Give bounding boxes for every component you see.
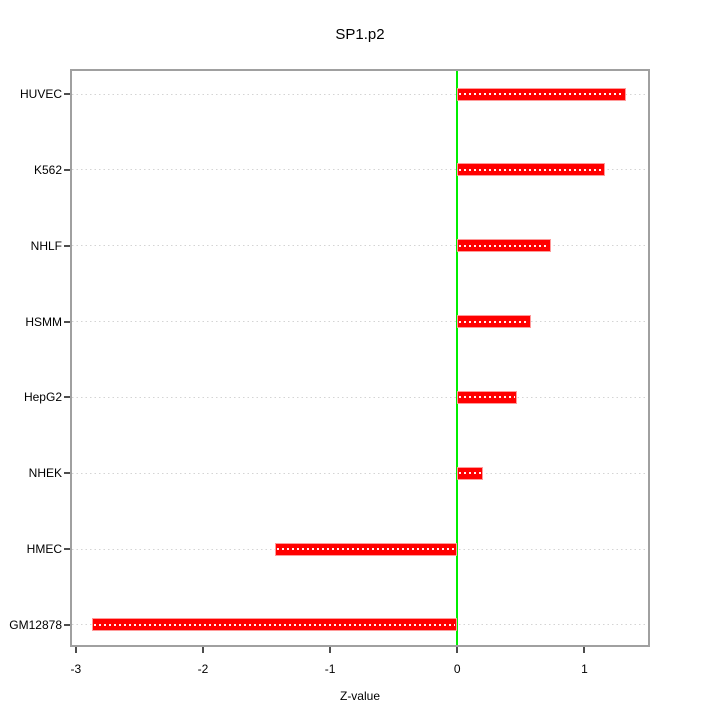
bar-hsmm: [457, 315, 531, 329]
zero-reference-line: [456, 71, 459, 645]
bar-dotted-pattern: [459, 320, 529, 323]
y-tick-label-nhek: NHEK: [28, 466, 62, 481]
y-tick-label-hmec: HMEC: [26, 542, 62, 557]
bar-dotted-pattern: [94, 623, 456, 626]
plot-panel: [70, 69, 650, 647]
bar-nhlf: [457, 239, 552, 253]
y-tick-label-k562: K562: [33, 162, 62, 177]
y-tick-nhek: [64, 472, 70, 475]
x-tick-label-0: 0: [453, 662, 461, 676]
y-tick-hepg2: [64, 396, 70, 399]
y-tick-label-huvec: HUVEC: [19, 87, 62, 101]
y-tick-k562: [64, 168, 70, 171]
y-tick-label-nhlf: NHLF: [30, 238, 62, 253]
y-tick-label-gm12878: GM12878: [9, 617, 62, 632]
bar-dotted-pattern: [277, 548, 456, 551]
x-tick--3: [74, 647, 77, 653]
x-tick-label--2: -2: [197, 662, 209, 676]
y-tick-label-hepg2: HepG2: [23, 390, 62, 405]
x-tick-0: [456, 647, 459, 653]
y-tick-hmec: [64, 548, 70, 551]
bar-k562: [457, 163, 605, 177]
gridline-nhlf: [72, 245, 648, 247]
bar-dotted-pattern: [459, 472, 481, 475]
x-tick-label--3: -3: [70, 662, 82, 676]
y-tick-hsmm: [64, 320, 70, 323]
y-tick-label-hsmm: HSMM: [25, 314, 62, 329]
bar-dotted-pattern: [459, 396, 516, 399]
bar-dotted-pattern: [459, 93, 625, 95]
bar-huvec: [457, 87, 627, 101]
x-tick--1: [329, 647, 332, 653]
bar-dotted-pattern: [459, 244, 550, 247]
bar-hepg2: [457, 390, 518, 404]
gridline-hsmm: [72, 321, 648, 323]
figure-title: SP1.p2: [335, 26, 385, 43]
y-tick-huvec: [64, 93, 70, 95]
gridline-k562: [72, 169, 648, 171]
bar-gm12878: [92, 618, 458, 632]
x-tick--2: [201, 647, 204, 653]
bar-nhek: [457, 466, 483, 480]
bar-hmec: [275, 542, 458, 556]
x-axis-label: Z-value: [339, 689, 380, 703]
y-tick-gm12878: [64, 623, 70, 626]
gridline-huvec: [72, 93, 648, 95]
gridline-nhek: [72, 472, 648, 474]
gridline-hepg2: [72, 396, 648, 398]
x-tick-label--1: -1: [324, 662, 336, 676]
bar-dotted-pattern: [459, 168, 603, 171]
y-tick-nhlf: [64, 244, 70, 247]
x-tick-1: [583, 647, 586, 653]
x-tick-label-1: 1: [581, 662, 588, 676]
